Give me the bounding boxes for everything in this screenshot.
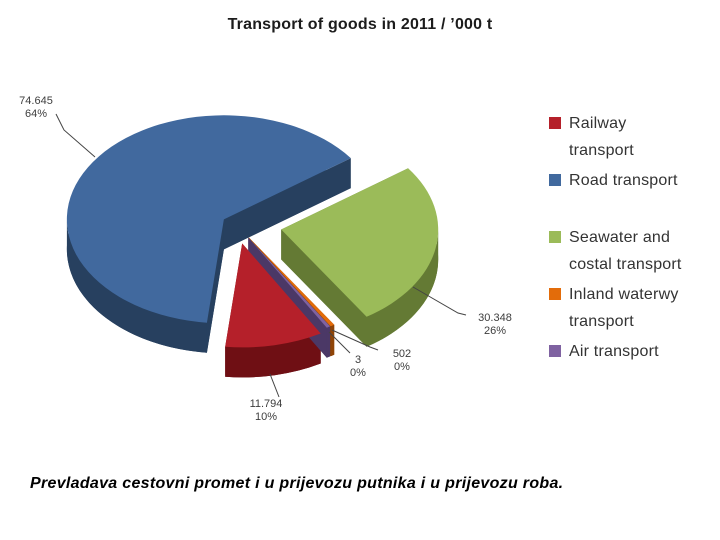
pie-slice-rim-railway-transport xyxy=(225,333,321,378)
pie-slice-side-seawater-and-costal-transport xyxy=(281,229,367,347)
data-label-percent: 0% xyxy=(394,361,410,373)
legend-label: Seawater and costal transport xyxy=(569,229,682,273)
chart-title: Transport of goods in 2011 / ’000 t xyxy=(227,16,493,33)
pie-slice-seawater-and-costal-transport xyxy=(281,168,439,317)
data-label-railway-transport: 11.794 10% xyxy=(238,398,294,424)
data-label-value: 30.348 xyxy=(478,312,512,324)
legend: Railway transport Road transport Seawate… xyxy=(549,110,717,395)
leader-line xyxy=(55,113,96,158)
data-label-value: 3 xyxy=(354,354,362,366)
caption-text: Prevladava cestovni promet i u prijevozu… xyxy=(30,475,564,492)
legend-label: Road transport xyxy=(569,172,678,189)
data-label-seawater-transport: 30.348 26% xyxy=(468,312,522,338)
legend-swatch-railway xyxy=(549,117,561,129)
data-label-percent: 64% xyxy=(24,108,48,120)
pie-slice-air-transport xyxy=(248,237,331,328)
legend-label: Inland waterwy transport xyxy=(569,286,679,330)
pie-slice-rim-seawater-and-costal-transport xyxy=(366,229,439,347)
legend-label: Railway transport xyxy=(569,115,634,159)
data-label-percent: 0% xyxy=(350,367,366,379)
pie-slice-rim-air-transport xyxy=(326,326,331,358)
data-label-percent: 10% xyxy=(254,411,278,423)
data-label-value: 11.794 xyxy=(249,398,283,410)
legend-item-seawater-transport: Seawater and costal transport xyxy=(549,224,717,281)
data-label-air-transport: 3 0% xyxy=(340,354,376,380)
pie-slice-inland-waterwy-transport xyxy=(248,237,335,327)
legend-swatch-inland xyxy=(549,288,561,300)
data-label-inland-transport: 502 0% xyxy=(380,348,424,374)
legend-swatch-seawater xyxy=(549,231,561,243)
pie-slice-side-road-transport xyxy=(223,158,351,250)
legend-item-railway-transport: Railway transport xyxy=(549,110,717,167)
data-label-percent: 26% xyxy=(483,325,507,337)
pie-slice-side-road-transport xyxy=(206,219,224,353)
legend-item-road-transport: Road transport xyxy=(549,167,717,224)
legend-label: Air transport xyxy=(569,343,659,360)
pie-slice-road-transport xyxy=(66,115,351,323)
legend-item-inland-waterway-transport: Inland waterwy transport xyxy=(549,281,717,338)
pie-slice-rim-inland-waterwy-transport xyxy=(330,324,335,357)
leader-line xyxy=(328,331,351,354)
data-label-road-transport: 74.645 64% xyxy=(8,95,64,121)
pie-slice-railway-transport xyxy=(225,243,321,348)
data-label-value: 74.645 xyxy=(19,95,53,107)
data-label-value: 502 xyxy=(392,348,412,360)
leader-line xyxy=(269,373,280,398)
pie-slice-rim-road-transport xyxy=(66,219,207,353)
legend-swatch-road xyxy=(549,174,561,186)
legend-item-air-transport: Air transport xyxy=(549,338,717,395)
leader-line xyxy=(412,286,467,316)
leader-line xyxy=(331,329,379,351)
legend-swatch-air xyxy=(549,345,561,357)
